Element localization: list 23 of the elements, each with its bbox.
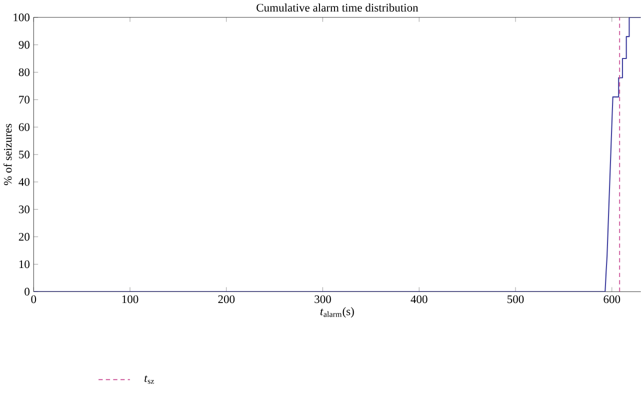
y-tick-label: 60 bbox=[18, 123, 30, 132]
y-tick-label: 50 bbox=[19, 150, 30, 158]
y-tick-label: 10 bbox=[19, 260, 30, 268]
y-tick-label: 80 bbox=[18, 68, 30, 76]
y-tick-label: 40 bbox=[18, 178, 30, 186]
y-tick-label: 90 bbox=[18, 40, 30, 49]
y-tick-label: 100 bbox=[14, 14, 30, 22]
y-tick-label: 30 bbox=[18, 206, 30, 214]
y-tick-label: 70 bbox=[19, 96, 30, 104]
x-tick-label: 400 bbox=[410, 295, 428, 304]
line-series bbox=[34, 17, 641, 292]
x-axis-title: t$_{alarm}$(s) bbox=[320, 307, 354, 318]
x-tick-label: 300 bbox=[314, 295, 331, 304]
y-tick-label: 0 bbox=[24, 288, 30, 296]
x-tick-label: 600 bbox=[604, 295, 620, 304]
y-tick-label: 20 bbox=[18, 232, 30, 241]
y-axis-title: % of seizures bbox=[3, 124, 12, 186]
x-tick-label: 100 bbox=[122, 295, 138, 304]
legend-label: t$_{sz}$ bbox=[144, 376, 154, 384]
x-tick-label: 200 bbox=[218, 295, 235, 304]
x-tick-label: 500 bbox=[508, 295, 524, 304]
chart-title: Cumulative alarm time distribution bbox=[256, 4, 418, 12]
x-tick-label: 0 bbox=[31, 295, 36, 304]
